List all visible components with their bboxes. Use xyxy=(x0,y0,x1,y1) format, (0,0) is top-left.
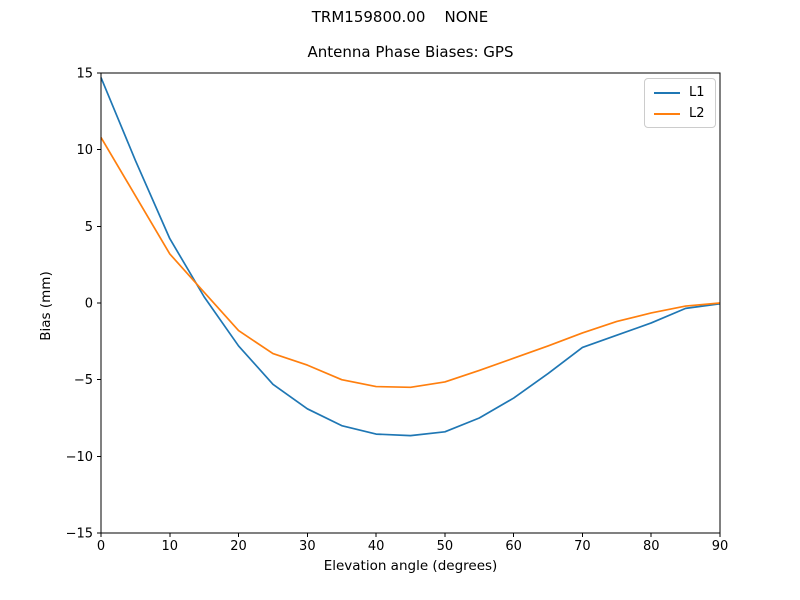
x-axis-label: Elevation angle (degrees) xyxy=(323,558,498,574)
y-tick-label: −5 xyxy=(74,373,93,388)
legend-label: L2 xyxy=(689,106,705,121)
x-tick-label: 80 xyxy=(643,539,660,554)
y-tick-label: −15 xyxy=(66,527,93,542)
y-tick-label: 15 xyxy=(76,67,93,82)
y-axis-label: Bias (mm) xyxy=(38,271,54,341)
chart-title: Antenna Phase Biases: GPS xyxy=(307,43,514,61)
legend-item-l1: L1 xyxy=(654,86,706,99)
x-tick-label: 90 xyxy=(712,539,729,554)
legend: L1 L2 xyxy=(644,78,716,128)
x-tick-label: 40 xyxy=(368,539,385,554)
axes-spines xyxy=(100,72,721,534)
y-tick-label: −10 xyxy=(66,450,93,465)
y-tick-label: 0 xyxy=(85,297,93,312)
x-tick-label: 70 xyxy=(574,539,591,554)
x-tick-label: 0 xyxy=(97,539,105,554)
y-tick-label: 5 xyxy=(85,220,93,235)
x-tick-label: 20 xyxy=(230,539,247,554)
series-line-l1 xyxy=(100,77,721,437)
x-tick-label: 60 xyxy=(505,539,522,554)
legend-item-l2: L2 xyxy=(654,107,706,120)
x-tick-label: 10 xyxy=(162,539,179,554)
x-tick-label: 30 xyxy=(299,539,316,554)
figure-suptitle: TRM159800.00 NONE xyxy=(311,8,489,26)
series-line-l2 xyxy=(100,136,721,389)
legend-line-swatch xyxy=(654,112,680,115)
y-tick-label: 10 xyxy=(76,143,93,158)
legend-label: L1 xyxy=(689,85,705,100)
x-tick-label: 50 xyxy=(437,539,454,554)
legend-line-swatch xyxy=(654,91,680,94)
